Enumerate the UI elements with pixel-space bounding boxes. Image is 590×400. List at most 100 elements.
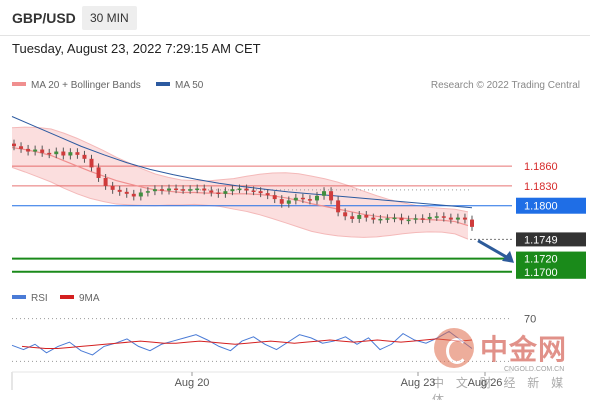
pivot-label: 1.1800 — [524, 201, 558, 213]
bollinger-band — [12, 127, 468, 240]
legend-swatch-ma20 — [12, 82, 26, 87]
candle-body — [68, 152, 73, 156]
moving-average-lines — [11, 116, 473, 227]
last-price-label: 1.1749 — [524, 234, 558, 246]
candle-body — [110, 185, 115, 190]
legend-swatch-rsi — [12, 295, 26, 300]
candle-body — [441, 216, 446, 218]
x-tick-label: Aug 20 — [175, 377, 210, 389]
candle-body — [167, 188, 172, 191]
support-label: 1.1700 — [524, 267, 558, 279]
resistance-label: 1.1860 — [524, 161, 558, 173]
ma50-line — [11, 116, 473, 209]
candle-body — [209, 190, 214, 193]
legend-item-ma50: MA 50 — [156, 80, 203, 91]
candle-body — [322, 191, 327, 196]
candle-body — [131, 193, 136, 197]
forecast-arrow-shaft — [477, 239, 509, 260]
header-bar: GBP/USD 30 MIN — [0, 0, 590, 36]
watermark-url: CNGOLD.COM.CN — [504, 366, 565, 373]
x-tick-label: Aug 23 — [401, 377, 436, 389]
candle-body — [195, 188, 200, 191]
legend-swatch-9ma — [60, 295, 74, 300]
candle-body — [336, 200, 341, 213]
candle-body — [307, 199, 312, 201]
candle-body — [244, 188, 249, 191]
candle-body — [385, 218, 390, 220]
candle-body — [286, 200, 291, 204]
candle-body — [47, 152, 52, 155]
rsi-panel: 70 — [11, 314, 536, 362]
candle-body — [279, 199, 284, 204]
candle-body — [54, 151, 59, 155]
candle-body — [145, 191, 150, 193]
legend-item-rsi: RSI — [12, 293, 48, 304]
candle-body — [364, 214, 369, 218]
candle-body — [202, 188, 207, 191]
candle-body — [75, 152, 80, 155]
watermark-subtitle: 中 文 财 经 新 媒 体 — [432, 376, 568, 400]
candle-body — [462, 217, 467, 220]
candle-body — [420, 218, 425, 220]
resistance-label: 1.1830 — [524, 181, 558, 193]
candle-body — [181, 189, 186, 191]
legend-label-9ma: 9MA — [79, 293, 100, 304]
candle-body — [61, 151, 66, 156]
bollinger-band-layer — [11, 126, 469, 240]
candle-body — [159, 189, 164, 191]
pivot-tag — [516, 197, 586, 214]
candle-body — [40, 149, 45, 153]
candle-body — [19, 146, 24, 149]
candle-body — [223, 191, 228, 194]
copyright-text: Research © 2022 Trading Central — [430, 80, 580, 91]
candle-body — [33, 149, 38, 152]
candle-body — [329, 191, 334, 201]
ma20-line — [11, 146, 469, 227]
candle-body — [258, 191, 263, 194]
candle-body — [378, 218, 383, 221]
candle-body — [82, 154, 87, 159]
candle-body — [413, 218, 418, 220]
candle-body — [343, 212, 348, 217]
candle-body — [117, 189, 122, 192]
support-label: 1.1720 — [524, 254, 558, 266]
candle-body — [371, 217, 376, 220]
legend-swatch-ma50 — [156, 82, 170, 87]
candle-body — [357, 214, 362, 219]
candle-body — [26, 148, 31, 152]
rsi-9ma-line — [21, 338, 473, 350]
candle-body — [448, 217, 453, 220]
candle-body — [272, 195, 277, 200]
candle-body — [174, 188, 179, 191]
support-tag — [516, 264, 586, 279]
candles — [12, 139, 474, 231]
candle-body — [300, 197, 305, 200]
watermark-logo-icon — [434, 328, 474, 368]
x-tick-label: Aug 26 — [468, 377, 503, 389]
candle-body — [138, 192, 143, 197]
candle-body — [350, 216, 355, 219]
candle-body — [237, 188, 242, 191]
candle-body — [216, 192, 221, 194]
candle-body — [406, 219, 411, 222]
candle-body — [124, 191, 129, 194]
timeframe-button[interactable]: 30 MIN — [82, 6, 137, 30]
candle-body — [265, 193, 270, 196]
candle-body — [230, 189, 235, 192]
candle-body — [103, 177, 108, 186]
legend-label-rsi: RSI — [31, 293, 48, 304]
last-price-tag — [516, 232, 586, 247]
legend-item-ma20: MA 20 + Bollinger Bands — [12, 80, 141, 91]
candle-body — [399, 217, 404, 221]
candle-body — [470, 219, 474, 227]
candle-body — [392, 217, 397, 220]
legend-label-ma50: MA 50 — [175, 80, 204, 91]
rsi-tick-label: 70 — [524, 314, 536, 326]
candle-body — [152, 189, 157, 192]
bollinger-lower-line — [11, 166, 469, 240]
candle-body — [455, 217, 460, 220]
bollinger-upper-line — [11, 126, 469, 213]
symbol-label: GBP/USD — [12, 10, 76, 26]
forecast-arrow-head — [502, 250, 514, 263]
